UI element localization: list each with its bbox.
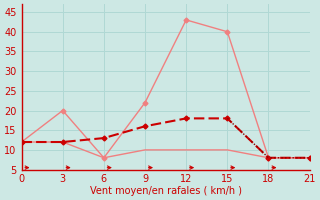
X-axis label: Vent moyen/en rafales ( km/h ): Vent moyen/en rafales ( km/h ) [90, 186, 242, 196]
